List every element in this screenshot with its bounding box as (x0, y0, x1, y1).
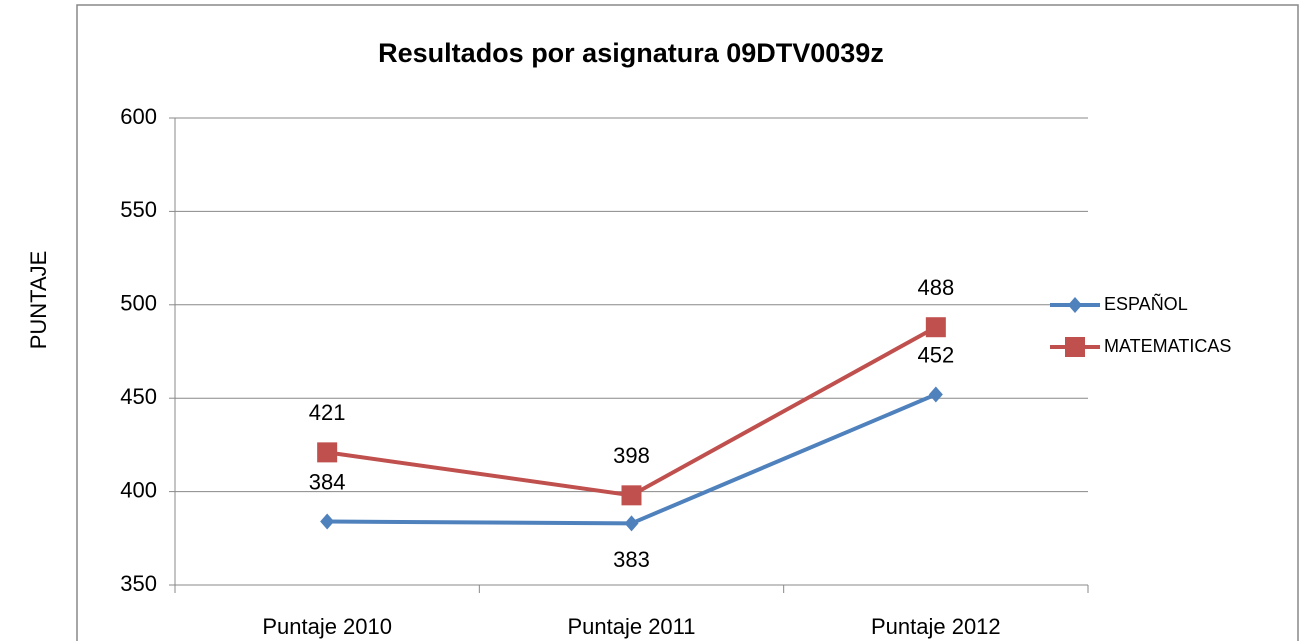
data-label: 452 (917, 342, 954, 367)
data-label: 384 (309, 469, 346, 494)
data-label: 398 (613, 443, 650, 468)
data-label: 488 (917, 275, 954, 300)
y-tick-label: 450 (120, 384, 157, 409)
marker (928, 386, 943, 403)
y-axis-label: PUNTAJE (26, 251, 51, 350)
y-tick-label: 350 (120, 571, 157, 596)
data-label: 421 (309, 400, 346, 425)
x-tick-label: Puntaje 2010 (262, 614, 392, 639)
legend-label: MATEMATICAS (1104, 336, 1231, 356)
marker (624, 515, 639, 532)
marker (1065, 337, 1085, 357)
data-label: 383 (613, 547, 650, 572)
x-tick-label: Puntaje 2011 (567, 614, 695, 639)
marker (621, 485, 642, 506)
chart-border (76, 4, 1299, 641)
y-tick-label: 600 (120, 104, 157, 129)
y-tick-label: 500 (120, 291, 157, 316)
marker (1068, 297, 1082, 313)
marker (317, 442, 338, 463)
marker (320, 513, 335, 530)
marker (925, 317, 946, 338)
legend-label: ESPAÑOL (1104, 293, 1188, 314)
chart-title: Resultados por asignatura 09DTV0039z (378, 38, 884, 68)
y-tick-label: 400 (120, 477, 157, 502)
x-tick-label: Puntaje 2012 (871, 614, 1001, 639)
y-tick-label: 550 (120, 197, 157, 222)
